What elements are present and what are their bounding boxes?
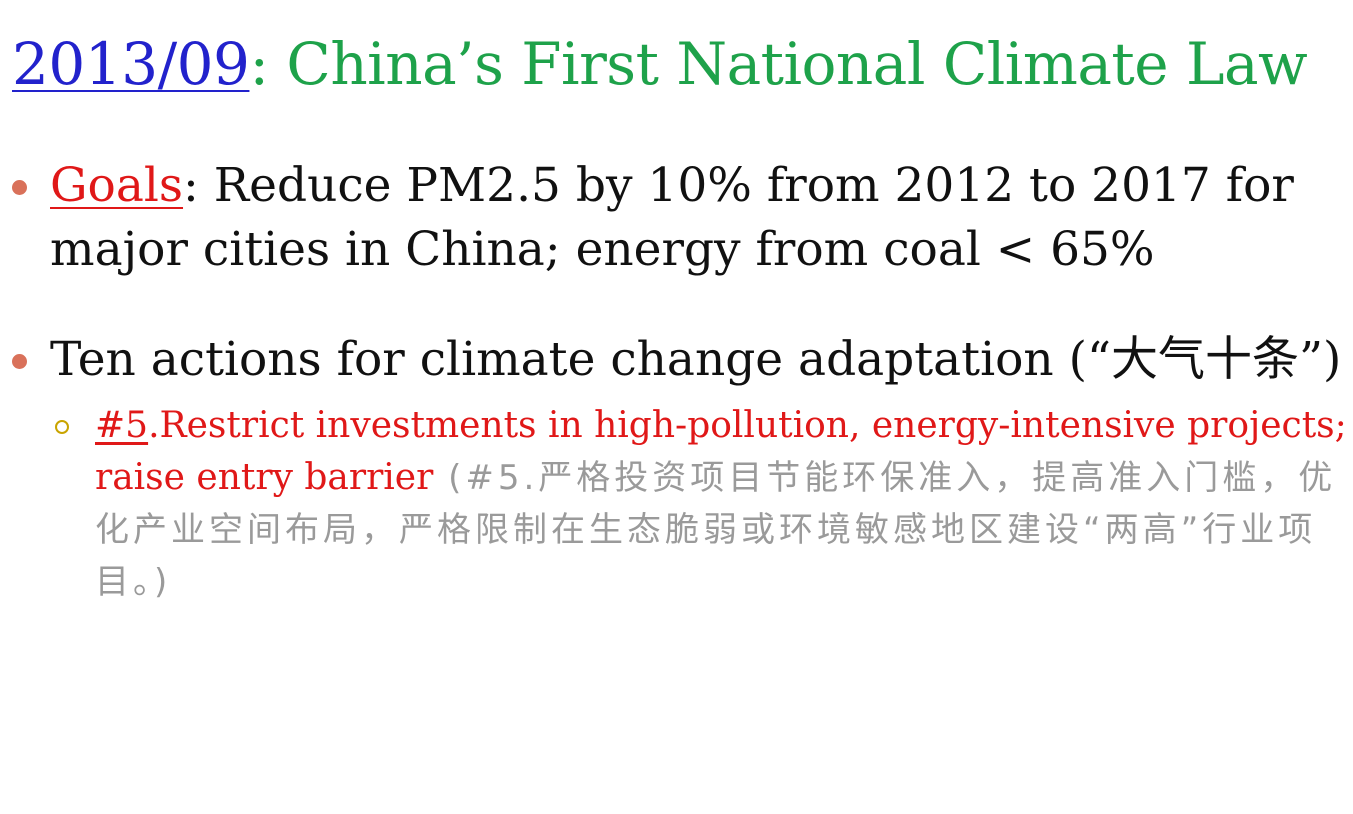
sub-bullet-action-5: #5.Restrict investments in high-pollutio… [95,400,1353,608]
sub-bullet-marker [55,420,69,434]
bullet-marker [12,180,27,195]
date-link[interactable]: 2013/09 [12,30,250,98]
bullet-ten-actions: Ten actions for climate change adaptatio… [50,328,1350,392]
bullet-goals: Goals: Reduce PM2.5 by 10% from 2012 to … [50,154,1310,282]
goals-text: : Reduce PM2.5 by 10% from 2012 to 2017 … [50,158,1294,277]
slide-title: 2013/09: China’s First National Climate … [12,28,1308,100]
action-chinese-text: (#5.严格投资项目节能环保准入，提高准入门槛，优化产业空间布局，严格限制在生态… [95,458,1337,602]
action-number-link[interactable]: #5 [95,405,149,446]
action-english-text: .Restrict investments in high-pollution,… [95,405,1347,498]
goals-link[interactable]: Goals [50,158,184,213]
bullet-marker [12,354,27,369]
title-separator: : [249,30,269,98]
title-text: China’s First National Climate Law [268,30,1308,98]
ten-actions-text: Ten actions for climate change adaptatio… [50,332,1342,387]
